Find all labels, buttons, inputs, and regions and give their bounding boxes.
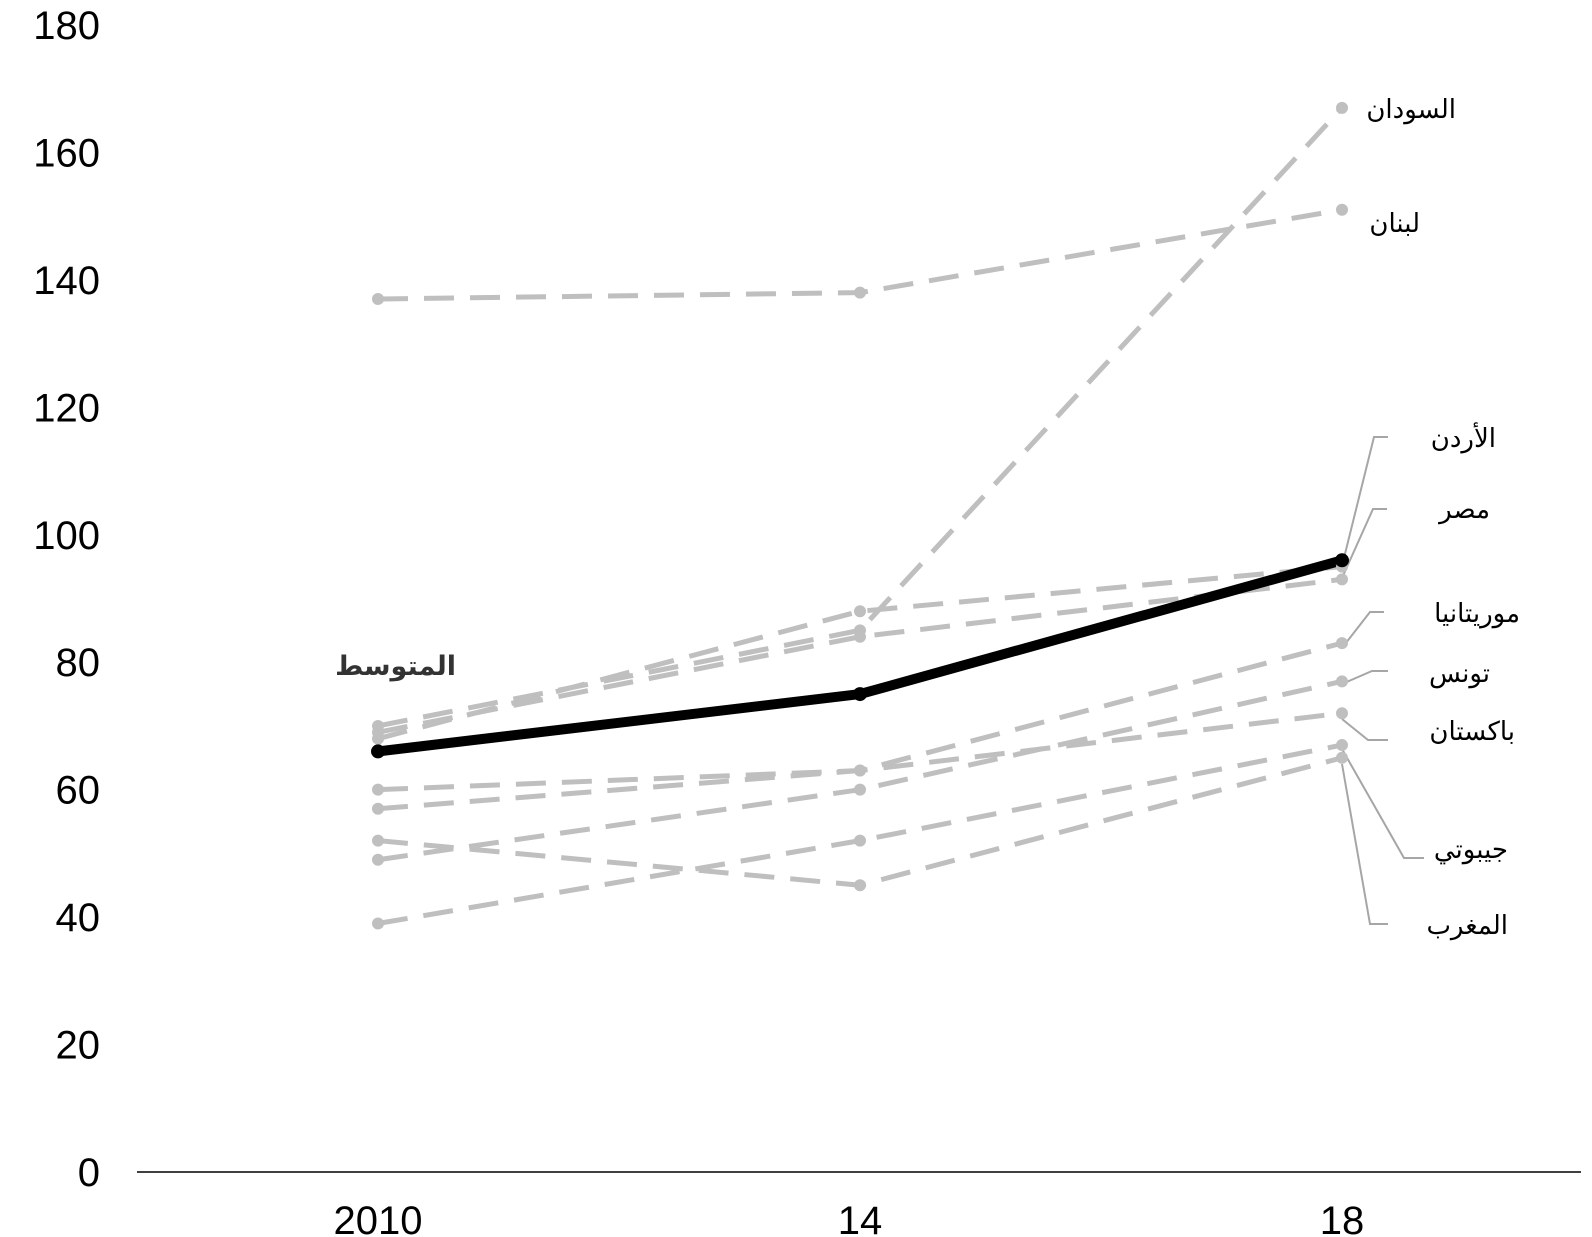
series-points: [371, 101, 1349, 930]
series-label-جيبوتي: جيبوتي: [1434, 835, 1508, 865]
point-جيبوتي-14: [854, 834, 866, 847]
series-label-باكستان: باكستان: [1429, 717, 1515, 747]
point-مصر-18: [1336, 573, 1348, 586]
series-line-مصر: [377, 576, 1343, 735]
y-tick-label-80: 80: [56, 641, 101, 685]
y-tick-label-20: 20: [56, 1024, 101, 1068]
point-الأردن-14: [854, 605, 866, 618]
leader-line-جيبوتي: [1341, 748, 1424, 859]
leader-line-موريتانيا: [1341, 611, 1384, 649]
series-line-الأردن: [377, 564, 1343, 742]
series-label-السودان: السودان: [1366, 95, 1456, 125]
series-label-الأردن: الأردن: [1431, 421, 1496, 454]
point-جيبوتي-18: [1336, 739, 1348, 752]
x-axis-ticks: 2010 14 18: [334, 1199, 1365, 1237]
y-axis-ticks: 0 20 40 60 80 100 120 140 160 180: [33, 4, 100, 1195]
point-المتوسط-2010: [371, 744, 385, 759]
point-باكستان-18: [1336, 707, 1348, 720]
point-لبنان-18: [1336, 203, 1348, 216]
series-line-باكستان: [377, 710, 1343, 793]
y-tick-label-180: 180: [33, 4, 100, 48]
leader-line-تونس: [1341, 670, 1388, 685]
leader-line-مصر: [1341, 508, 1387, 579]
point-مصر-14: [854, 630, 866, 643]
point-السودان-18: [1336, 101, 1348, 114]
leader-line-الأردن: [1341, 436, 1388, 567]
point-المتوسط-18: [1335, 553, 1349, 568]
series-label-لبنان: لبنان: [1369, 209, 1420, 239]
label-leader-lines: [1341, 436, 1424, 925]
series-label-المغرب: المغرب: [1426, 911, 1508, 941]
point-المغرب-2010: [372, 834, 384, 847]
series-label-تونس: تونس: [1429, 659, 1490, 689]
series-label-موريتانيا: موريتانيا: [1434, 599, 1520, 629]
series-line-لبنان: [377, 207, 1343, 302]
x-tick-label-2010: 2010: [334, 1199, 423, 1237]
leader-line-المغرب: [1341, 763, 1388, 925]
x-tick-label-14: 14: [838, 1199, 883, 1237]
series-line-المغرب: [377, 755, 1343, 888]
y-tick-label-140: 140: [33, 259, 100, 303]
point-لبنان-2010: [372, 293, 384, 306]
y-tick-label-40: 40: [56, 896, 101, 940]
series-label-المتوسط: المتوسط: [335, 651, 456, 682]
leader-line-باكستان: [1341, 718, 1388, 741]
y-tick-label-160: 160: [33, 131, 100, 175]
series-label-مصر: مصر: [1437, 495, 1490, 525]
series-labels: السودان لبنان الأردن مصر موريتانيا تونس باكستا…: [335, 95, 1520, 941]
point-المغرب-18: [1336, 751, 1348, 764]
point-المتوسط-14: [853, 687, 867, 702]
point-جيبوتي-2010: [372, 917, 384, 930]
point-المغرب-14: [854, 879, 866, 892]
series-line-المتوسط: [377, 555, 1344, 757]
point-موريتانيا-18: [1336, 637, 1348, 650]
point-لبنان-14: [854, 286, 866, 299]
point-تونس-2010: [372, 853, 384, 866]
y-tick-label-100: 100: [33, 514, 100, 558]
point-مصر-2010: [372, 726, 384, 739]
point-تونس-18: [1336, 675, 1348, 688]
y-tick-label-0: 0: [78, 1151, 100, 1195]
y-tick-label-60: 60: [56, 769, 101, 813]
point-باكستان-2010: [372, 783, 384, 796]
point-تونس-14: [854, 783, 866, 796]
point-باكستان-14: [854, 764, 866, 777]
y-tick-label-120: 120: [33, 386, 100, 430]
x-tick-label-18: 18: [1320, 1199, 1365, 1237]
point-موريتانيا-2010: [372, 802, 384, 815]
series-lines: [377, 106, 1344, 926]
